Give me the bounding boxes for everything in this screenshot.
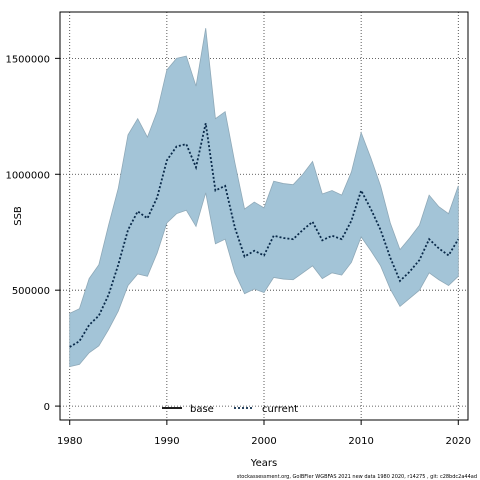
confidence-band [69, 28, 459, 368]
footnote: stockassessment.org, GolBFler WGBFAS 202… [237, 474, 477, 480]
y-tick-label-0: 0 [44, 402, 50, 413]
x-axis-title: Years [250, 458, 277, 469]
y-axis-ticks: 0 500000 1000000 1500000 [5, 54, 60, 413]
x-tick-label-2010: 2010 [348, 436, 373, 447]
confidence-band-area [69, 28, 459, 368]
x-tick-label-1980: 1980 [57, 436, 82, 447]
x-tick-label-2020: 2020 [446, 436, 471, 447]
legend-label-current: current [262, 404, 298, 415]
x-axis-ticks: 1980 1990 2000 2010 2020 [57, 420, 471, 447]
series-lines [69, 123, 460, 348]
y-tick-label-500000: 500000 [12, 286, 50, 297]
series-line-current [69, 123, 460, 348]
x-tick-label-1990: 1990 [154, 436, 179, 447]
legend-label-base: base [190, 404, 214, 415]
y-tick-label-1500000: 1500000 [5, 54, 50, 65]
y-axis-title: SSB [13, 206, 24, 226]
legend: base current [162, 404, 298, 415]
x-tick-label-2000: 2000 [251, 436, 276, 447]
y-tick-label-1000000: 1000000 [5, 170, 50, 181]
